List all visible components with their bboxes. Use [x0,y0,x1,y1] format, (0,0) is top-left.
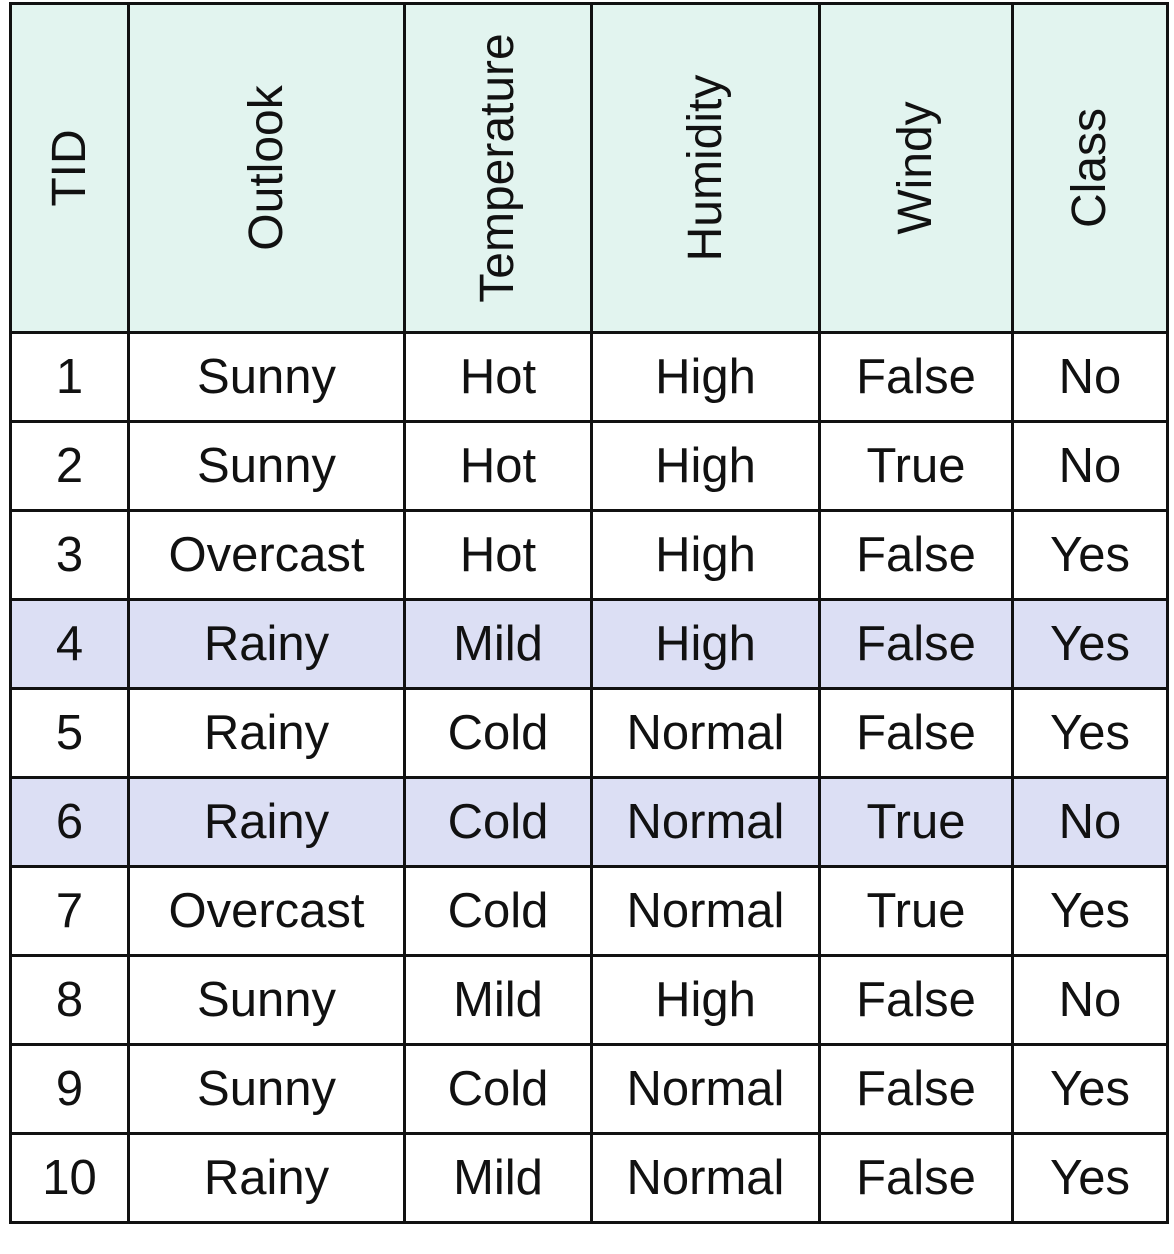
header-windy-label: Windy [889,101,942,235]
cell-tid: 2 [9,420,130,512]
cell-outlook: Rainy [127,776,406,868]
header-humidity-label: Humidity [678,74,732,262]
cell-temperature: Cold [403,687,593,779]
header-tid-label: TID [42,129,96,207]
cell-temperature: Mild [403,954,593,1046]
table-row-highlighted: 6 Rainy Cold Normal True No [9,776,1169,868]
cell-temperature: Hot [403,331,593,423]
cell-windy: True [818,420,1014,512]
cell-windy: False [818,331,1014,423]
cell-class: Yes [1011,865,1169,957]
cell-temperature: Cold [403,776,593,868]
table-row: 1 Sunny Hot High False No [9,331,1169,423]
table-row: 7 Overcast Cold Normal True Yes [9,865,1169,957]
cell-temperature: Cold [403,865,593,957]
header-temperature-label: Temperature [471,33,524,303]
table-row: 5 Rainy Cold Normal False Yes [9,687,1169,779]
table-row: 9 Sunny Cold Normal False Yes [9,1043,1169,1135]
header-windy: Windy [818,2,1014,334]
cell-class: Yes [1011,509,1169,601]
cell-tid: 4 [9,598,130,690]
cell-tid: 10 [9,1132,130,1224]
cell-outlook: Rainy [127,1132,406,1224]
cell-windy: True [818,776,1014,868]
cell-tid: 5 [9,687,130,779]
table-row-highlighted: 4 Rainy Mild High False Yes [9,598,1169,690]
cell-temperature: Hot [403,509,593,601]
header-outlook-label: Outlook [239,85,293,251]
cell-humidity: High [590,598,821,690]
cell-windy: False [818,509,1014,601]
header-class-label: Class [1063,107,1116,229]
header-humidity: Humidity [590,2,821,334]
cell-tid: 3 [9,509,130,601]
cell-humidity: High [590,954,821,1046]
cell-humidity: High [590,420,821,512]
cell-temperature: Mild [403,598,593,690]
cell-windy: False [818,954,1014,1046]
cell-outlook: Sunny [127,420,406,512]
cell-tid: 7 [9,865,130,957]
cell-class: No [1011,331,1169,423]
cell-tid: 8 [9,954,130,1046]
cell-class: Yes [1011,1043,1169,1135]
cell-windy: False [818,687,1014,779]
weather-data-table: TID Outlook Temperature Humidity Windy C… [9,2,1169,1224]
cell-class: Yes [1011,1132,1169,1224]
table-row: 3 Overcast Hot High False Yes [9,509,1169,601]
table-row: 10 Rainy Mild Normal False Yes [9,1132,1169,1224]
cell-class: No [1011,954,1169,1046]
cell-humidity: Normal [590,687,821,779]
cell-class: Yes [1011,598,1169,690]
cell-windy: False [818,1043,1014,1135]
header-tid: TID [9,2,130,334]
cell-humidity: Normal [590,1043,821,1135]
cell-outlook: Sunny [127,331,406,423]
cell-outlook: Overcast [127,865,406,957]
cell-class: No [1011,420,1169,512]
header-row: TID Outlook Temperature Humidity Windy C… [9,2,1169,334]
cell-tid: 1 [9,331,130,423]
cell-outlook: Rainy [127,598,406,690]
cell-outlook: Sunny [127,954,406,1046]
cell-outlook: Sunny [127,1043,406,1135]
cell-temperature: Mild [403,1132,593,1224]
cell-temperature: Hot [403,420,593,512]
cell-tid: 6 [9,776,130,868]
cell-class: No [1011,776,1169,868]
cell-windy: False [818,598,1014,690]
cell-tid: 9 [9,1043,130,1135]
cell-humidity: High [590,509,821,601]
header-temperature: Temperature [403,2,593,334]
cell-class: Yes [1011,687,1169,779]
cell-windy: False [818,1132,1014,1224]
table-row: 2 Sunny Hot High True No [9,420,1169,512]
header-class: Class [1011,2,1169,334]
cell-humidity: Normal [590,776,821,868]
table-row: 8 Sunny Mild High False No [9,954,1169,1046]
cell-outlook: Rainy [127,687,406,779]
cell-windy: True [818,865,1014,957]
cell-humidity: Normal [590,1132,821,1224]
header-outlook: Outlook [127,2,406,334]
cell-temperature: Cold [403,1043,593,1135]
cell-humidity: High [590,331,821,423]
cell-outlook: Overcast [127,509,406,601]
cell-humidity: Normal [590,865,821,957]
